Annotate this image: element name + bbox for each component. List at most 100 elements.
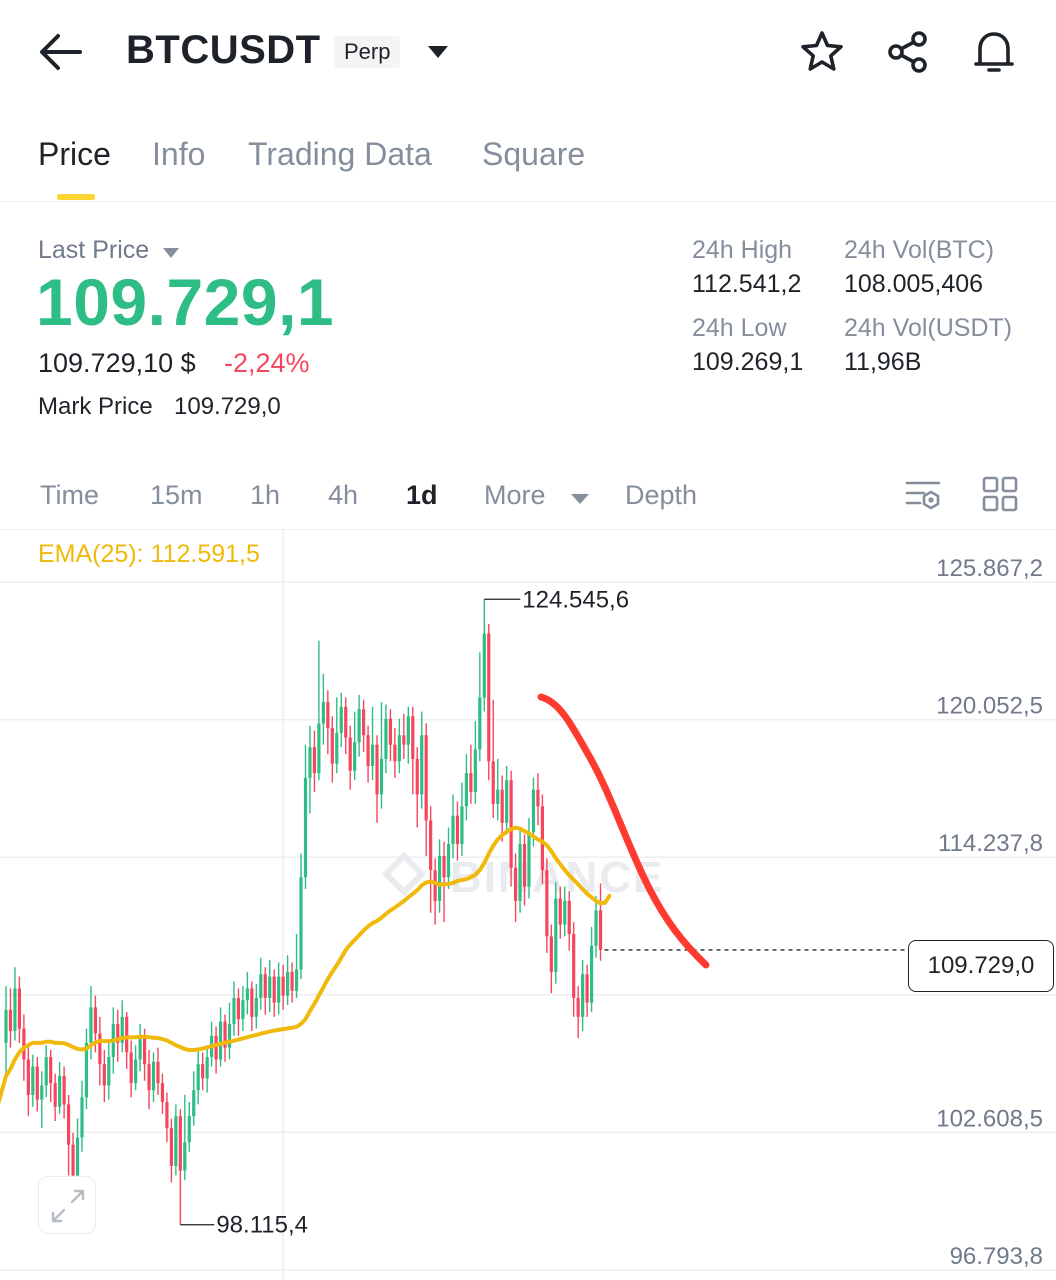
candle-body	[496, 789, 500, 804]
candle-body	[317, 723, 321, 774]
candle-body	[442, 855, 446, 878]
interval-depth[interactable]: Depth	[625, 480, 698, 510]
indicator-settings-icon[interactable]	[904, 474, 944, 514]
candle-body	[563, 900, 567, 925]
candle-body	[26, 1059, 30, 1095]
tab-info[interactable]: Info	[152, 136, 206, 172]
candle-body	[433, 870, 437, 901]
candle-body	[196, 1064, 200, 1091]
expand-chart-icon[interactable]	[38, 1176, 96, 1234]
candle-body	[245, 988, 249, 1001]
candle-body	[89, 1007, 93, 1043]
candle-body	[429, 820, 433, 871]
symbol-title[interactable]: BTCUSDT	[126, 28, 321, 72]
candle-body	[281, 976, 285, 996]
candle-body	[80, 1097, 84, 1138]
candle-body	[594, 910, 598, 946]
candle-body	[567, 900, 571, 935]
candle-body	[254, 997, 258, 1017]
candle-body	[134, 1059, 138, 1084]
candle-body	[384, 718, 388, 759]
candle-body	[554, 898, 558, 972]
y-axis-tick: 102.608,5	[936, 1105, 1043, 1132]
layout-grid-icon[interactable]	[980, 474, 1020, 514]
last-price-label[interactable]: Last Price	[38, 236, 150, 264]
candle-body	[406, 716, 410, 745]
interval-1h[interactable]: 1h	[250, 480, 281, 510]
candle-body	[62, 1076, 66, 1105]
candle-body	[227, 1023, 232, 1048]
candle-body	[375, 744, 379, 795]
candle-body	[531, 789, 536, 833]
candle-body	[13, 988, 17, 1032]
candle-body	[272, 976, 276, 1003]
candle-body	[49, 1057, 53, 1084]
candle-body	[589, 945, 594, 1003]
more-chevron-icon[interactable]	[570, 492, 590, 510]
candle-body	[259, 974, 263, 998]
candle-body	[598, 910, 603, 950]
y-axis-tick: 120.052,5	[936, 693, 1043, 720]
candle-body	[353, 742, 357, 771]
top-bar: BTCUSDT Perp	[0, 0, 1056, 104]
tab-price[interactable]: Price	[38, 136, 111, 172]
candle-body	[420, 735, 424, 795]
caret-down-icon[interactable]	[162, 246, 180, 264]
candlestick-chart[interactable]: BINANCE 125.867,2120.052,5114.237,8108.4…	[0, 530, 1056, 1280]
interval-more[interactable]: More	[484, 480, 546, 510]
candle-body	[518, 844, 522, 901]
candle-body	[581, 974, 585, 1017]
candle-body	[268, 976, 272, 998]
bell-icon[interactable]	[970, 28, 1018, 76]
candle-body	[339, 706, 343, 733]
candle-body	[151, 1061, 156, 1091]
candle-body	[424, 735, 428, 821]
candle-body	[165, 1102, 169, 1129]
interval-1d[interactable]: 1d	[406, 480, 438, 510]
back-arrow-icon[interactable]	[36, 30, 84, 74]
candle-body	[491, 761, 495, 804]
vol-usdt-label: 24h Vol(USDT)	[844, 314, 1013, 342]
interval-bar: Time 15m 1h 4h 1d More Depth	[0, 462, 1056, 530]
star-icon[interactable]	[798, 28, 846, 76]
tab-square[interactable]: Square	[482, 136, 586, 172]
candle-body	[53, 1083, 57, 1107]
candle-body	[40, 1085, 44, 1100]
candle-body	[290, 971, 294, 991]
chevron-down-icon[interactable]	[426, 44, 450, 60]
candle-body	[303, 777, 308, 878]
candle-body	[98, 1033, 102, 1065]
candle-body	[455, 815, 460, 845]
share-icon[interactable]	[884, 28, 932, 76]
hand-drawn-arrow-annotation	[537, 693, 710, 969]
candle-body	[397, 735, 401, 762]
candle-body	[370, 744, 375, 767]
low-24h-value: 109.269,1	[692, 348, 804, 376]
tab-trading-data[interactable]: Trading Data	[248, 136, 432, 172]
vol-btc-label: 24h Vol(BTC)	[844, 236, 995, 264]
candle-body	[522, 844, 527, 887]
y-axis-tick: 96.793,8	[950, 1243, 1043, 1270]
candle-body	[66, 1104, 71, 1145]
interval-time[interactable]: Time	[40, 480, 99, 510]
candle-body	[147, 1064, 151, 1091]
candle-body	[585, 974, 589, 1003]
candle-body	[142, 1038, 147, 1065]
candle-body	[469, 773, 473, 793]
candle-body	[335, 732, 339, 764]
candle-body	[536, 789, 540, 807]
candle-body	[250, 988, 254, 1017]
ema-label: EMA(25): 112.591,5	[38, 540, 260, 568]
interval-4h[interactable]: 4h	[328, 480, 359, 510]
candle-body	[169, 1128, 173, 1166]
last-price-value: 109.729,1	[36, 265, 335, 339]
candle-body	[411, 716, 415, 759]
interval-15m[interactable]: 15m	[150, 480, 203, 510]
candle-body	[308, 747, 312, 778]
vol-btc-value: 108.005,406	[844, 270, 984, 298]
candle-body	[446, 844, 451, 878]
candle-body	[178, 1116, 182, 1171]
candle-body	[232, 997, 236, 1024]
candle-body	[464, 773, 469, 807]
candle-body	[505, 780, 509, 823]
